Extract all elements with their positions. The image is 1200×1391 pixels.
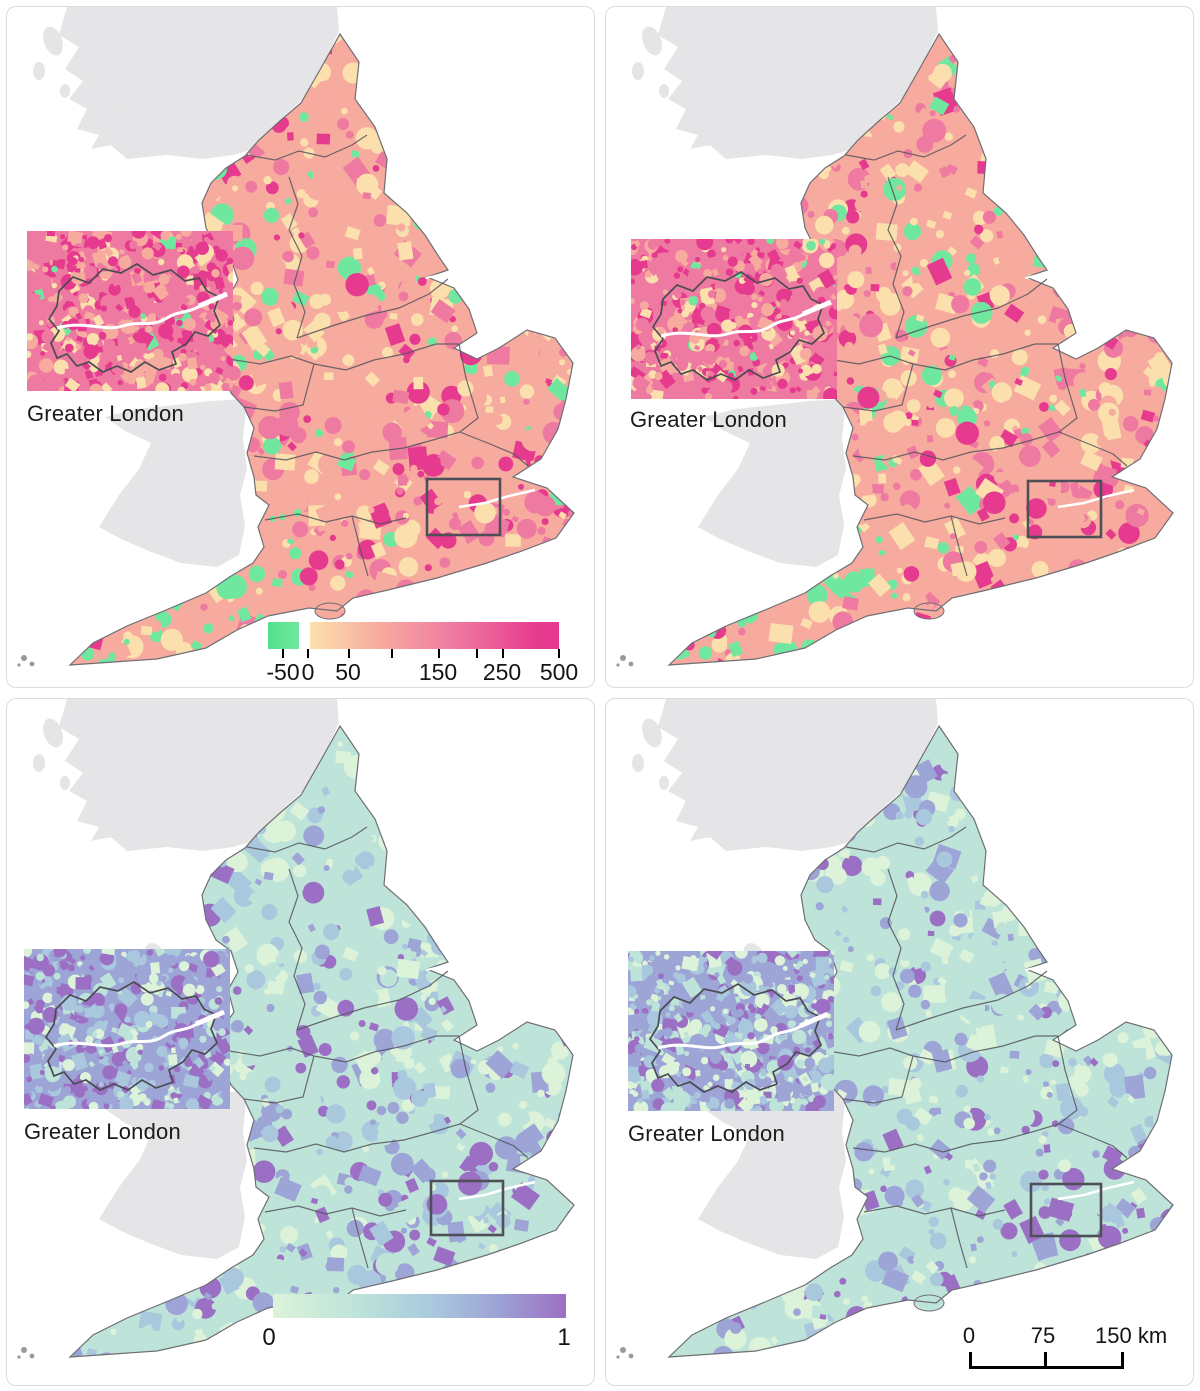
- england-outline: [68, 32, 575, 666]
- scale-bar-midtick: [1044, 1352, 1047, 1366]
- map-scale-bar: 0 75 150 km: [962, 1323, 1167, 1371]
- region-boundaries: [827, 826, 1128, 1269]
- scale-bar-label: 150 km: [1095, 1323, 1168, 1348]
- london-locator-box: [429, 1179, 505, 1237]
- inset-label: Greater London: [628, 1121, 785, 1146]
- greater-london-boundary: [648, 982, 823, 1093]
- wales-silhouette: [698, 399, 846, 567]
- scotland-silhouette: [59, 699, 339, 851]
- legend-tick-label: 150: [418, 659, 458, 685]
- legend-tick: [438, 649, 440, 658]
- map-panel-excess-b: Greater London: [605, 6, 1194, 688]
- legend-tick-label: 250: [482, 659, 522, 685]
- thames-river-line: [1057, 488, 1135, 509]
- scale-bar-label: 75: [1030, 1323, 1056, 1348]
- scilly-isles: [616, 1347, 634, 1359]
- greater-london-inset-map: [631, 239, 837, 399]
- inset-label: Greater London: [27, 401, 184, 426]
- legend-tick-label: 0: [301, 659, 315, 685]
- humber-estuary-line: [1024, 272, 1048, 279]
- humber-estuary-line: [425, 272, 449, 279]
- legend-tick: [476, 649, 478, 658]
- thames-river-inset: [657, 1013, 827, 1050]
- inactive-regions-silhouette: [632, 7, 938, 567]
- scotland-silhouette: [658, 7, 938, 159]
- region-boundaries: [228, 826, 529, 1269]
- legend-tick-label: -50: [266, 659, 300, 685]
- wales-silhouette: [698, 1091, 846, 1259]
- region-boundaries: [827, 134, 1128, 577]
- thames-river-inset: [53, 1011, 223, 1048]
- legend-gradient-bar: [310, 622, 559, 649]
- isle-of-wight-outline: [913, 1294, 945, 1312]
- scale-bar-bracket: [969, 1352, 1124, 1369]
- scilly-isles: [17, 1347, 35, 1359]
- london-locator-box: [425, 477, 502, 537]
- legend-tick-label: 500: [539, 659, 579, 685]
- map-panel-probability-b: Greater London 0 75 150 km: [605, 698, 1194, 1386]
- greater-london-boundary: [44, 980, 219, 1091]
- thames-river-inset: [56, 293, 226, 330]
- greater-london-boundary: [651, 270, 826, 381]
- legend-tick-label: 50: [335, 659, 361, 685]
- scale-bar-label: 0: [962, 1323, 976, 1348]
- legend-gradient-bar: [273, 1294, 566, 1318]
- thames-river-line: [1057, 1180, 1135, 1201]
- greater-london-boundary: [47, 262, 222, 373]
- thames-river-line: [458, 488, 536, 509]
- england-choropleth-map-probability-a: [7, 699, 594, 1379]
- humber-estuary-line: [425, 964, 449, 971]
- london-locator-box: [1026, 479, 1103, 539]
- legend-tick: [558, 649, 560, 658]
- wales-silhouette: [99, 1091, 247, 1259]
- england-outline: [667, 724, 1174, 1358]
- region-boundaries: [228, 134, 529, 577]
- map-panel-probability-a: Greater London 0 1: [6, 698, 595, 1386]
- scotland-silhouette: [59, 7, 339, 159]
- humber-estuary-line: [1024, 964, 1048, 971]
- legend-tick: [348, 649, 350, 658]
- london-locator-box: [1029, 1182, 1103, 1238]
- excess-colorbar-legend: -50 0 50 150 250 500: [266, 622, 579, 687]
- scilly-isles: [616, 655, 634, 667]
- inactive-regions-silhouette: [632, 699, 938, 1259]
- legend-negative-swatch: [268, 622, 299, 649]
- isle-of-wight-outline: [314, 602, 346, 620]
- thames-river-line: [458, 1180, 536, 1201]
- wales-silhouette: [99, 399, 247, 567]
- england-choropleth-map-excess-b: [606, 7, 1193, 687]
- scotland-silhouette: [658, 699, 938, 851]
- map-panel-excess-a: Greater London -50 0 50 150 250 500: [6, 6, 595, 688]
- isle-of-wight-outline: [913, 602, 945, 620]
- inactive-regions-silhouette: [33, 699, 339, 1259]
- legend-tick: [502, 649, 504, 658]
- england-outline: [68, 724, 575, 1358]
- england-choropleth-map-probability-b: [606, 699, 1193, 1379]
- legend-tick: [282, 649, 284, 658]
- scilly-isles: [17, 655, 35, 667]
- legend-tick: [307, 649, 309, 658]
- legend-tick-label: 0: [262, 1324, 276, 1351]
- greater-london-inset-map: [24, 949, 230, 1109]
- legend-tick-label: 1: [557, 1324, 571, 1351]
- inset-label: Greater London: [630, 407, 787, 432]
- thames-river-inset: [660, 301, 830, 338]
- greater-london-inset-map: [628, 951, 834, 1111]
- legend-tick: [391, 649, 393, 658]
- greater-london-inset-map: [27, 231, 233, 391]
- inset-label: Greater London: [24, 1119, 181, 1144]
- probability-colorbar-legend: 0 1: [262, 1294, 577, 1364]
- england-choropleth-map-excess-a: [7, 7, 594, 687]
